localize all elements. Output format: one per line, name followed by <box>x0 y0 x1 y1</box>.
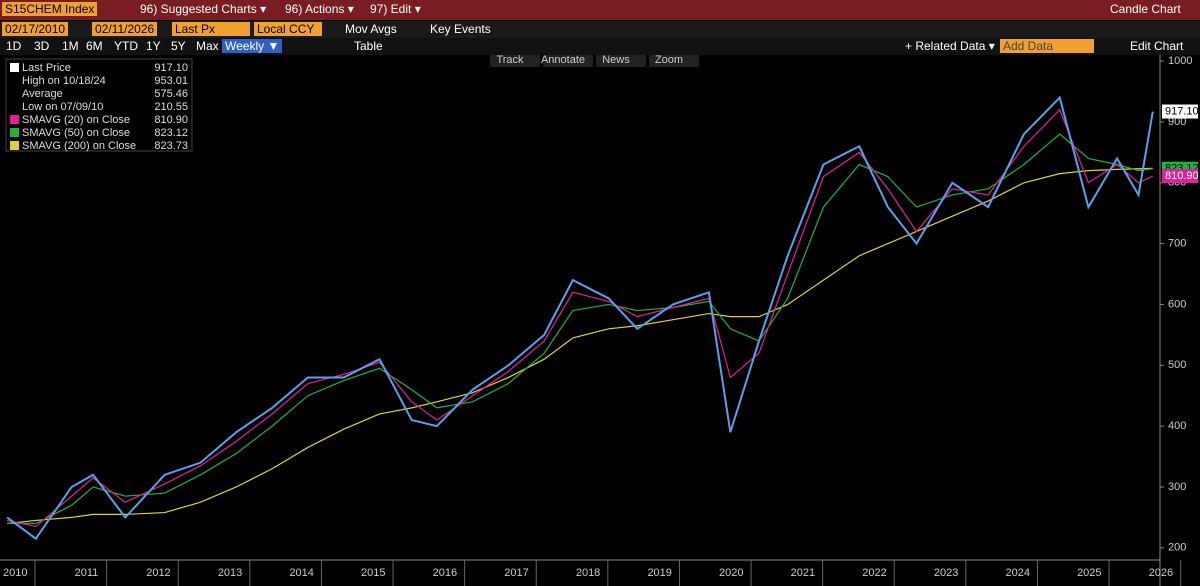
x-tick-label: 2014 <box>289 567 313 579</box>
mov-avgs[interactable]: Mov Avgs <box>345 22 397 36</box>
period-button[interactable]: Max <box>196 39 219 53</box>
y-tick-label: 300 <box>1168 481 1186 493</box>
field[interactable]: Last Px <box>172 22 250 36</box>
legend-value: 823.73 <box>154 140 188 152</box>
legend-swatch <box>10 141 19 150</box>
period-row: Weekly ▼ Table + Related Data ▾ Add Data… <box>0 38 1200 55</box>
legend-value: 810.90 <box>154 114 188 126</box>
legend-box <box>5 58 193 152</box>
y-tick-label: 400 <box>1168 420 1186 432</box>
start-date[interactable]: 02/17/2010 <box>2 22 69 36</box>
x-tick-label: 2024 <box>1005 567 1029 579</box>
legend-label: SMAVG (20) on Close <box>22 114 130 126</box>
legend-swatch <box>10 63 19 72</box>
menu[interactable]: 96) Actions ▾ <box>285 2 354 16</box>
legend-value: 575.46 <box>154 88 188 100</box>
series-line <box>7 108 1154 528</box>
x-tick-label: 2012 <box>146 567 170 579</box>
y-tick-label: 200 <box>1168 542 1186 554</box>
legend-label: Average <box>22 88 63 100</box>
period-button[interactable]: 1M <box>62 39 79 53</box>
y-tick-label: 500 <box>1168 359 1186 371</box>
x-tick-label: 2021 <box>791 567 815 579</box>
x-tick-label: 2017 <box>504 567 528 579</box>
ticker[interactable]: S15CHEM Index <box>2 2 98 16</box>
y-tick-label: 900 <box>1168 116 1186 128</box>
related-data[interactable]: + Related Data ▾ <box>905 39 995 53</box>
y-tick-label: 600 <box>1168 298 1186 310</box>
period-button[interactable]: 3D <box>34 39 50 53</box>
tool-button[interactable] <box>490 55 540 67</box>
x-tick-label: 2025 <box>1077 567 1101 579</box>
legend-label: Low on 07/09/10 <box>22 101 103 113</box>
menu[interactable]: 97) Edit ▾ <box>370 2 421 16</box>
period-button[interactable]: YTD <box>114 39 138 53</box>
x-tick-label: 2011 <box>75 567 99 579</box>
edit-chart[interactable]: Edit Chart <box>1130 39 1184 53</box>
series-line <box>7 167 1153 525</box>
plot-area <box>0 55 1160 560</box>
y-tick-label: 1000 <box>1168 55 1192 67</box>
period-button[interactable]: 5Y <box>171 39 186 53</box>
legend-label: Last Price <box>22 62 71 74</box>
legend-label: SMAVG (200) on Close <box>22 140 136 152</box>
x-tick-label: 2023 <box>934 567 958 579</box>
legend-label: SMAVG (50) on Close <box>22 127 130 139</box>
tool-label: Zoom <box>655 55 683 66</box>
tool-button[interactable] <box>543 55 593 67</box>
x-tick-label: 2020 <box>719 567 743 579</box>
tool-label: Annotate <box>541 55 585 66</box>
legend-value: 953.01 <box>154 75 188 87</box>
legend: Last Price 917.10 High on 10/18/24 953.01 Av… <box>5 58 193 152</box>
tool-button[interactable] <box>596 55 646 67</box>
price-tag <box>1162 169 1198 184</box>
legend-swatch <box>10 115 19 124</box>
tool-label: News <box>602 55 630 66</box>
price-tag <box>1162 104 1198 119</box>
period-button[interactable]: 1D <box>6 39 22 53</box>
settings-row: 02/17/2010 02/11/2026 Last Px Local CCY … <box>0 21 1200 38</box>
menu[interactable]: 96) Suggested Charts ▾ <box>140 2 267 16</box>
x-tick-label: 2013 <box>218 567 242 579</box>
add-data[interactable]: Add Data <box>1000 39 1094 53</box>
period-button[interactable]: 1Y <box>146 39 161 53</box>
x-tick-label: 2018 <box>576 567 600 579</box>
x-tick-label: 2015 <box>361 567 385 579</box>
series-line <box>7 133 1153 525</box>
legend-label: High on 10/18/24 <box>22 75 106 87</box>
frequency[interactable]: Weekly ▼ <box>222 39 283 53</box>
chart: Track Annotate News Zoom 200 300 400 500 600 700 8… <box>0 55 1199 586</box>
end-date[interactable]: 02/11/2026 <box>92 22 158 36</box>
tool-label: Track <box>496 55 524 66</box>
series-line <box>6 95 1154 541</box>
chart-kind: Candle Chart <box>1110 2 1181 16</box>
legend-value: 823.12 <box>154 127 188 139</box>
x-tick-label: 2019 <box>647 567 671 579</box>
period-button[interactable]: 6M <box>86 39 103 53</box>
currency[interactable]: Local CCY <box>254 22 322 36</box>
x-tick-label: 2010 <box>3 567 27 579</box>
y-tick-label: 700 <box>1168 238 1186 250</box>
tool-button[interactable] <box>649 55 699 67</box>
x-tick-label: 2016 <box>433 567 457 579</box>
legend-value: 917.10 <box>154 62 188 74</box>
price-tag-label: 810.90 <box>1165 170 1199 182</box>
table[interactable]: Table <box>354 39 383 53</box>
title-bar: S15CHEM Index 96) Suggested Charts ▾ 96)… <box>0 0 1200 20</box>
key-events[interactable]: Key Events <box>430 22 491 36</box>
legend-swatch <box>10 128 19 137</box>
price-tag-label: 917.10 <box>1165 105 1199 117</box>
x-tick-label: 2026 <box>1149 567 1173 579</box>
legend-value: 210.55 <box>154 101 188 113</box>
x-tick-label: 2022 <box>862 567 886 579</box>
